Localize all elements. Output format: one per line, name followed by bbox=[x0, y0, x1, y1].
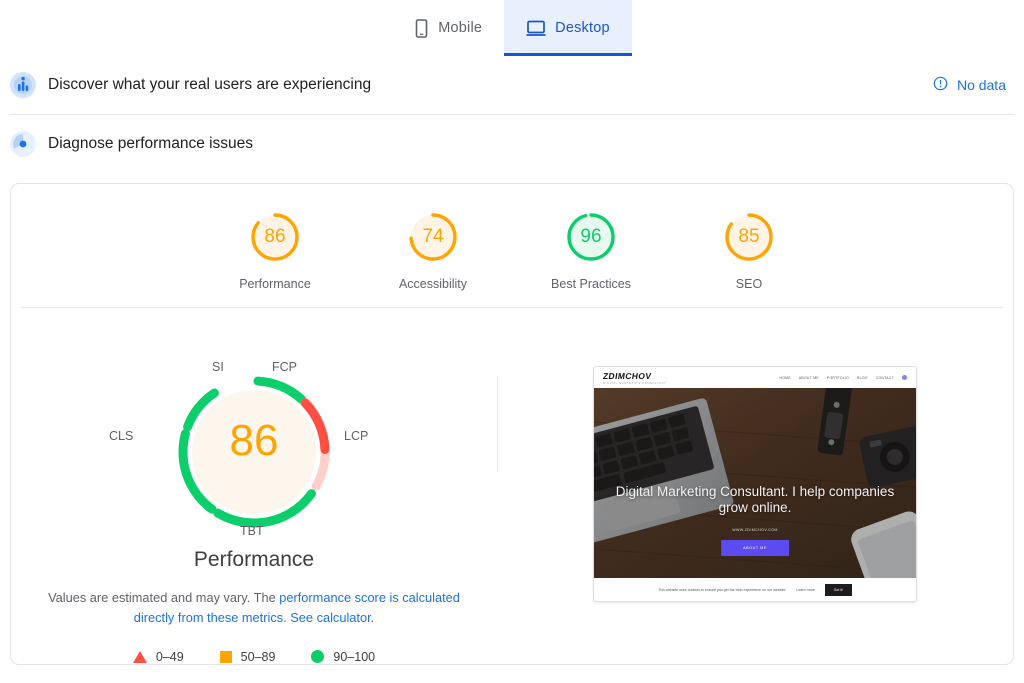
thumb-nav-items: HOME ABOUT ME PORTFOLIO BLOG CONTACT bbox=[779, 375, 907, 380]
lab-data-title: Diagnose performance issues bbox=[48, 135, 254, 152]
triangle-icon bbox=[132, 650, 147, 663]
hero-cta-button: ABOUT ME bbox=[721, 540, 789, 556]
metric-label-lcp: LCP bbox=[344, 429, 369, 443]
performance-title: Performance bbox=[193, 548, 315, 571]
field-data-title: Discover what your real users are experi… bbox=[48, 76, 372, 93]
lighthouse-card: 86 Performance 74 Accessibility 96 bbox=[10, 183, 1014, 665]
metric-label-tbt: TBT bbox=[240, 524, 264, 538]
thumb-navbar: ZDIMCHOV DIGITAL MARKETING CONSULTANT HO… bbox=[594, 367, 916, 388]
thumb-nav-item: HOME bbox=[779, 375, 791, 380]
circle-icon bbox=[311, 650, 325, 664]
thumb-nav-item: ABOUT ME bbox=[798, 375, 819, 380]
screenshot-column: ZDIMCHOV DIGITAL MARKETING CONSULTANT HO… bbox=[497, 364, 1013, 664]
performance-score: 86 bbox=[229, 416, 279, 465]
score-value: 86 bbox=[264, 226, 286, 247]
score-label: SEO bbox=[735, 277, 763, 291]
disclaimer-text: Values are estimated and may vary. The bbox=[48, 590, 280, 605]
score-value: 74 bbox=[422, 226, 444, 247]
score-legend: 0–49 50–89 90–100 bbox=[132, 649, 375, 664]
tab-mobile-label: Mobile bbox=[438, 20, 483, 36]
lab-data-section: Diagnose performance issues bbox=[0, 115, 1024, 173]
square-icon bbox=[219, 650, 232, 663]
score-gauge-seo[interactable]: 85 SEO bbox=[699, 210, 799, 291]
thumb-nav-item: BLOG bbox=[857, 375, 868, 380]
tab-mobile[interactable]: Mobile bbox=[392, 0, 504, 56]
field-data-icon bbox=[10, 72, 36, 98]
legend-item-medium: 50–89 bbox=[219, 649, 276, 664]
page-screenshot: ZDIMCHOV DIGITAL MARKETING CONSULTANT HO… bbox=[593, 366, 917, 602]
thumb-hero: Digital Marketing Consultant. I help com… bbox=[594, 388, 916, 580]
gauge-ring: 85 bbox=[722, 210, 776, 264]
gauge-ring: 96 bbox=[564, 210, 618, 264]
see-calculator-link[interactable]: See calculator. bbox=[290, 609, 375, 625]
legend-label: 90–100 bbox=[333, 649, 376, 664]
score-gauge-performance[interactable]: 86 Performance bbox=[225, 210, 325, 291]
tab-desktop[interactable]: Desktop bbox=[504, 0, 632, 56]
cookie-banner: This website uses cookies to ensure you … bbox=[594, 578, 916, 601]
hero-heading: Digital Marketing Consultant. I help com… bbox=[615, 484, 895, 516]
score-label: Performance bbox=[239, 277, 311, 291]
thumb-nav-item: PORTFOLIO bbox=[826, 375, 850, 380]
thumb-nav-item: CONTACT bbox=[875, 375, 894, 380]
device-tabs: Mobile Desktop bbox=[0, 0, 1024, 56]
category-scores: 86 Performance 74 Accessibility 96 bbox=[11, 184, 1013, 307]
score-gauge-accessibility[interactable]: 74 Accessibility bbox=[383, 210, 483, 291]
performance-donut: 86 SI FCP CLS LCP TBT bbox=[109, 360, 368, 544]
gauge-ring: 74 bbox=[406, 210, 460, 264]
field-data-section: Discover what your real users are experi… bbox=[0, 56, 1024, 114]
legend-label: 0–49 bbox=[155, 649, 184, 664]
performance-body: 86 SI FCP CLS LCP TBT Performance Values… bbox=[11, 308, 1013, 664]
card-divider bbox=[21, 307, 1003, 308]
disclaimer: Values are estimated and may vary. The p… bbox=[44, 588, 464, 628]
score-value: 85 bbox=[738, 226, 760, 247]
score-gauge-best-practices[interactable]: 96 Best Practices bbox=[541, 210, 641, 291]
metric-label-fcp: FCP bbox=[272, 360, 297, 374]
desktop-icon bbox=[526, 20, 546, 37]
no-data-label: No data bbox=[956, 77, 1006, 93]
vertical-divider bbox=[497, 376, 498, 472]
section-divider bbox=[10, 114, 1014, 115]
legend-item-high: 90–100 bbox=[311, 650, 375, 664]
cookie-text: This website uses cookies to ensure you … bbox=[658, 587, 787, 592]
hero-background-image bbox=[594, 388, 916, 579]
diagnose-icon bbox=[10, 131, 36, 157]
metric-label-si: SI bbox=[212, 360, 224, 374]
hero-subtext: WWW.ZDIMCHOV.COM bbox=[732, 528, 778, 532]
gauge-ring: 86 bbox=[248, 210, 302, 264]
score-value: 96 bbox=[580, 226, 602, 247]
thumb-logo-sub: DIGITAL MARKETING CONSULTANT bbox=[603, 381, 667, 385]
legend-label: 50–89 bbox=[240, 649, 276, 664]
performance-column: 86 SI FCP CLS LCP TBT Performance Values… bbox=[11, 360, 497, 664]
score-label: Accessibility bbox=[398, 277, 468, 291]
no-data-status[interactable]: No data bbox=[933, 76, 1006, 94]
info-icon bbox=[933, 76, 948, 94]
metric-label-cls: CLS bbox=[109, 429, 134, 443]
cart-icon bbox=[902, 375, 907, 380]
score-label: Best Practices bbox=[551, 277, 631, 291]
legend-item-low: 0–49 bbox=[132, 649, 184, 664]
cookie-accept-button: Got it! bbox=[824, 583, 852, 596]
mobile-icon bbox=[414, 18, 429, 38]
cookie-learn-more-link: Learn more bbox=[796, 587, 815, 592]
thumb-logo: ZDIMCHOV bbox=[602, 370, 653, 381]
tab-desktop-label: Desktop bbox=[555, 20, 610, 36]
performance-score-link[interactable]: performance score is calculated directly… bbox=[133, 590, 460, 625]
